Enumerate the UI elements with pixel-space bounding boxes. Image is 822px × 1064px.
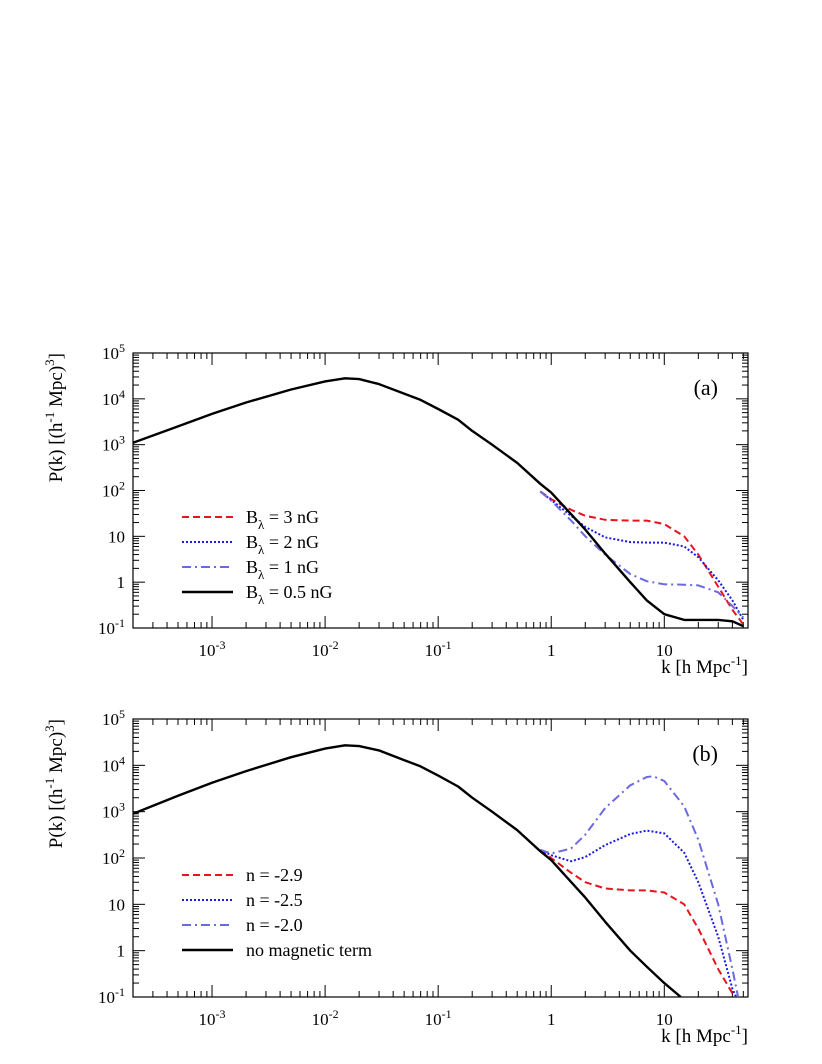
legend-label: Bλ = 1 nG [246, 557, 319, 582]
x-tick-label: 10-3 [199, 1007, 226, 1029]
series-line-1 [539, 829, 738, 997]
y-tick-label: 10 [108, 895, 125, 914]
legend-label: n = -2.9 [246, 865, 303, 885]
y-tick-label: 103 [102, 433, 125, 455]
legend-label: n = -2.5 [246, 890, 303, 910]
y-axis-label: P(k) [(h-1 Mpc)3] [42, 719, 67, 848]
x-tick-label: 10-1 [425, 638, 452, 660]
x-tick-label: 10-2 [312, 1007, 339, 1029]
chart-panel-b: 10-3 10-2 10-1 1 10 10-1 1 10 102 103 104 105 k [h M… [42, 707, 749, 1047]
y-tick-label: 102 [102, 846, 125, 868]
series-line-2 [539, 775, 740, 997]
y-tick-label: 10-1 [98, 616, 125, 638]
plot-frame [132, 352, 749, 629]
legend-label: Bλ = 3 nG [246, 507, 319, 532]
y-tick-label: 1 [117, 942, 126, 961]
y-tick-label: 102 [102, 479, 125, 501]
series-lines [133, 377, 745, 628]
x-tick-label: 10 [656, 641, 673, 660]
series-line-3 [133, 377, 744, 628]
panel-label: (a) [694, 375, 718, 400]
legend-label: no magnetic term [246, 940, 372, 960]
series-line-2 [539, 490, 745, 619]
x-tick-label: 10-2 [312, 638, 339, 660]
series-line-1 [539, 490, 745, 621]
y-tick-label: 104 [102, 753, 125, 775]
series-line-3 [133, 744, 682, 997]
y-tick-label: 1 [117, 573, 126, 592]
series-line-0 [539, 849, 737, 997]
legend-label: Bλ = 0.5 nG [246, 582, 332, 607]
series-lines [133, 744, 740, 997]
legend-label: n = -2.0 [246, 915, 303, 935]
x-tick-label: 1 [547, 641, 556, 660]
y-tick-label: 10-1 [98, 985, 125, 1007]
legend: n = -2.9 n = -2.5 n = -2.0 no magnetic term [182, 865, 372, 960]
y-tick-label: 103 [102, 800, 125, 822]
x-tick-label: 10-3 [199, 638, 226, 660]
y-tick-label: 104 [102, 387, 125, 409]
chart-panel-a: 10-3 10-2 10-1 1 10 10-1 1 10 102 103 104 105 k [h M… [42, 341, 749, 678]
legend-label: Bλ = 2 nG [246, 532, 319, 557]
x-tick-label: 1 [547, 1010, 556, 1029]
series-line-0 [539, 490, 745, 625]
x-axis-label: k [h Mpc-1] [661, 1022, 748, 1047]
plot-frame [132, 718, 749, 998]
x-tick-label: 10 [656, 1010, 673, 1029]
panel-label: (b) [692, 741, 718, 766]
y-tick-label: 10 [108, 527, 125, 546]
x-tick-label: 10-1 [425, 1007, 452, 1029]
y-tick-label: 105 [102, 707, 125, 729]
y-axis-label: P(k) [(h-1 Mpc)3] [42, 353, 67, 482]
x-axis-label: k [h Mpc-1] [661, 653, 748, 678]
y-tick-label: 105 [102, 341, 125, 363]
